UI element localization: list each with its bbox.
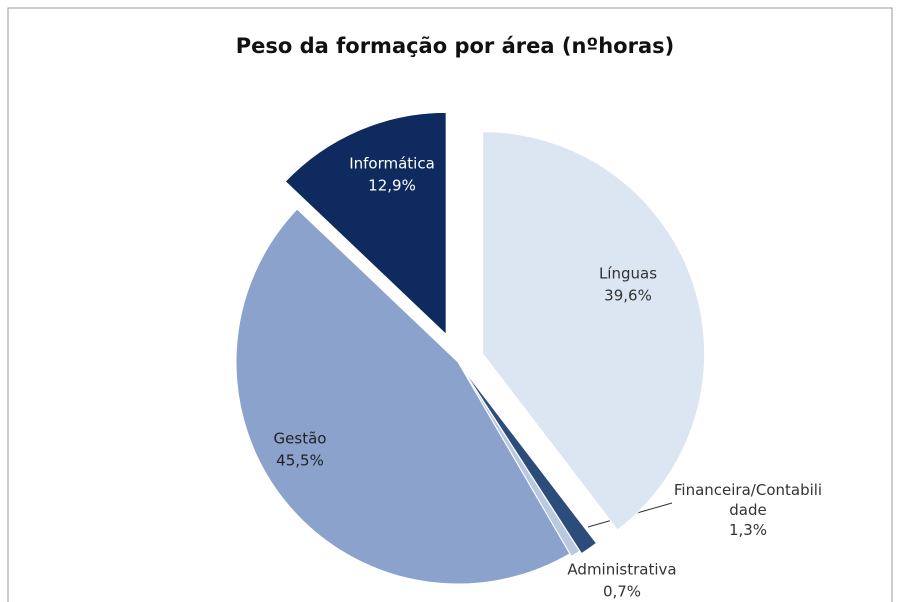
value-label: 39,6% <box>604 287 652 305</box>
pie-slice <box>459 364 581 558</box>
pie-slice <box>461 366 598 555</box>
slice-label: Financeira/Contabilidade 1,3% <box>672 480 824 540</box>
value-label: 12,9% <box>368 177 416 195</box>
pie-slice <box>284 111 447 336</box>
category-label: Administrativa <box>567 561 676 579</box>
category-label: Informática <box>349 155 435 173</box>
pie-slice <box>235 208 571 585</box>
value-label: 1,3% <box>728 521 768 539</box>
category-label: Línguas <box>599 265 657 283</box>
category-label: Gestão <box>274 430 327 448</box>
pie-slice <box>482 131 706 531</box>
chart-title: Peso da formação por área (nºhoras) <box>236 34 675 58</box>
category-label: Financeira/Contabilidade <box>673 481 823 519</box>
value-label: 45,5% <box>276 452 324 470</box>
value-label: 0,7% <box>603 583 641 601</box>
